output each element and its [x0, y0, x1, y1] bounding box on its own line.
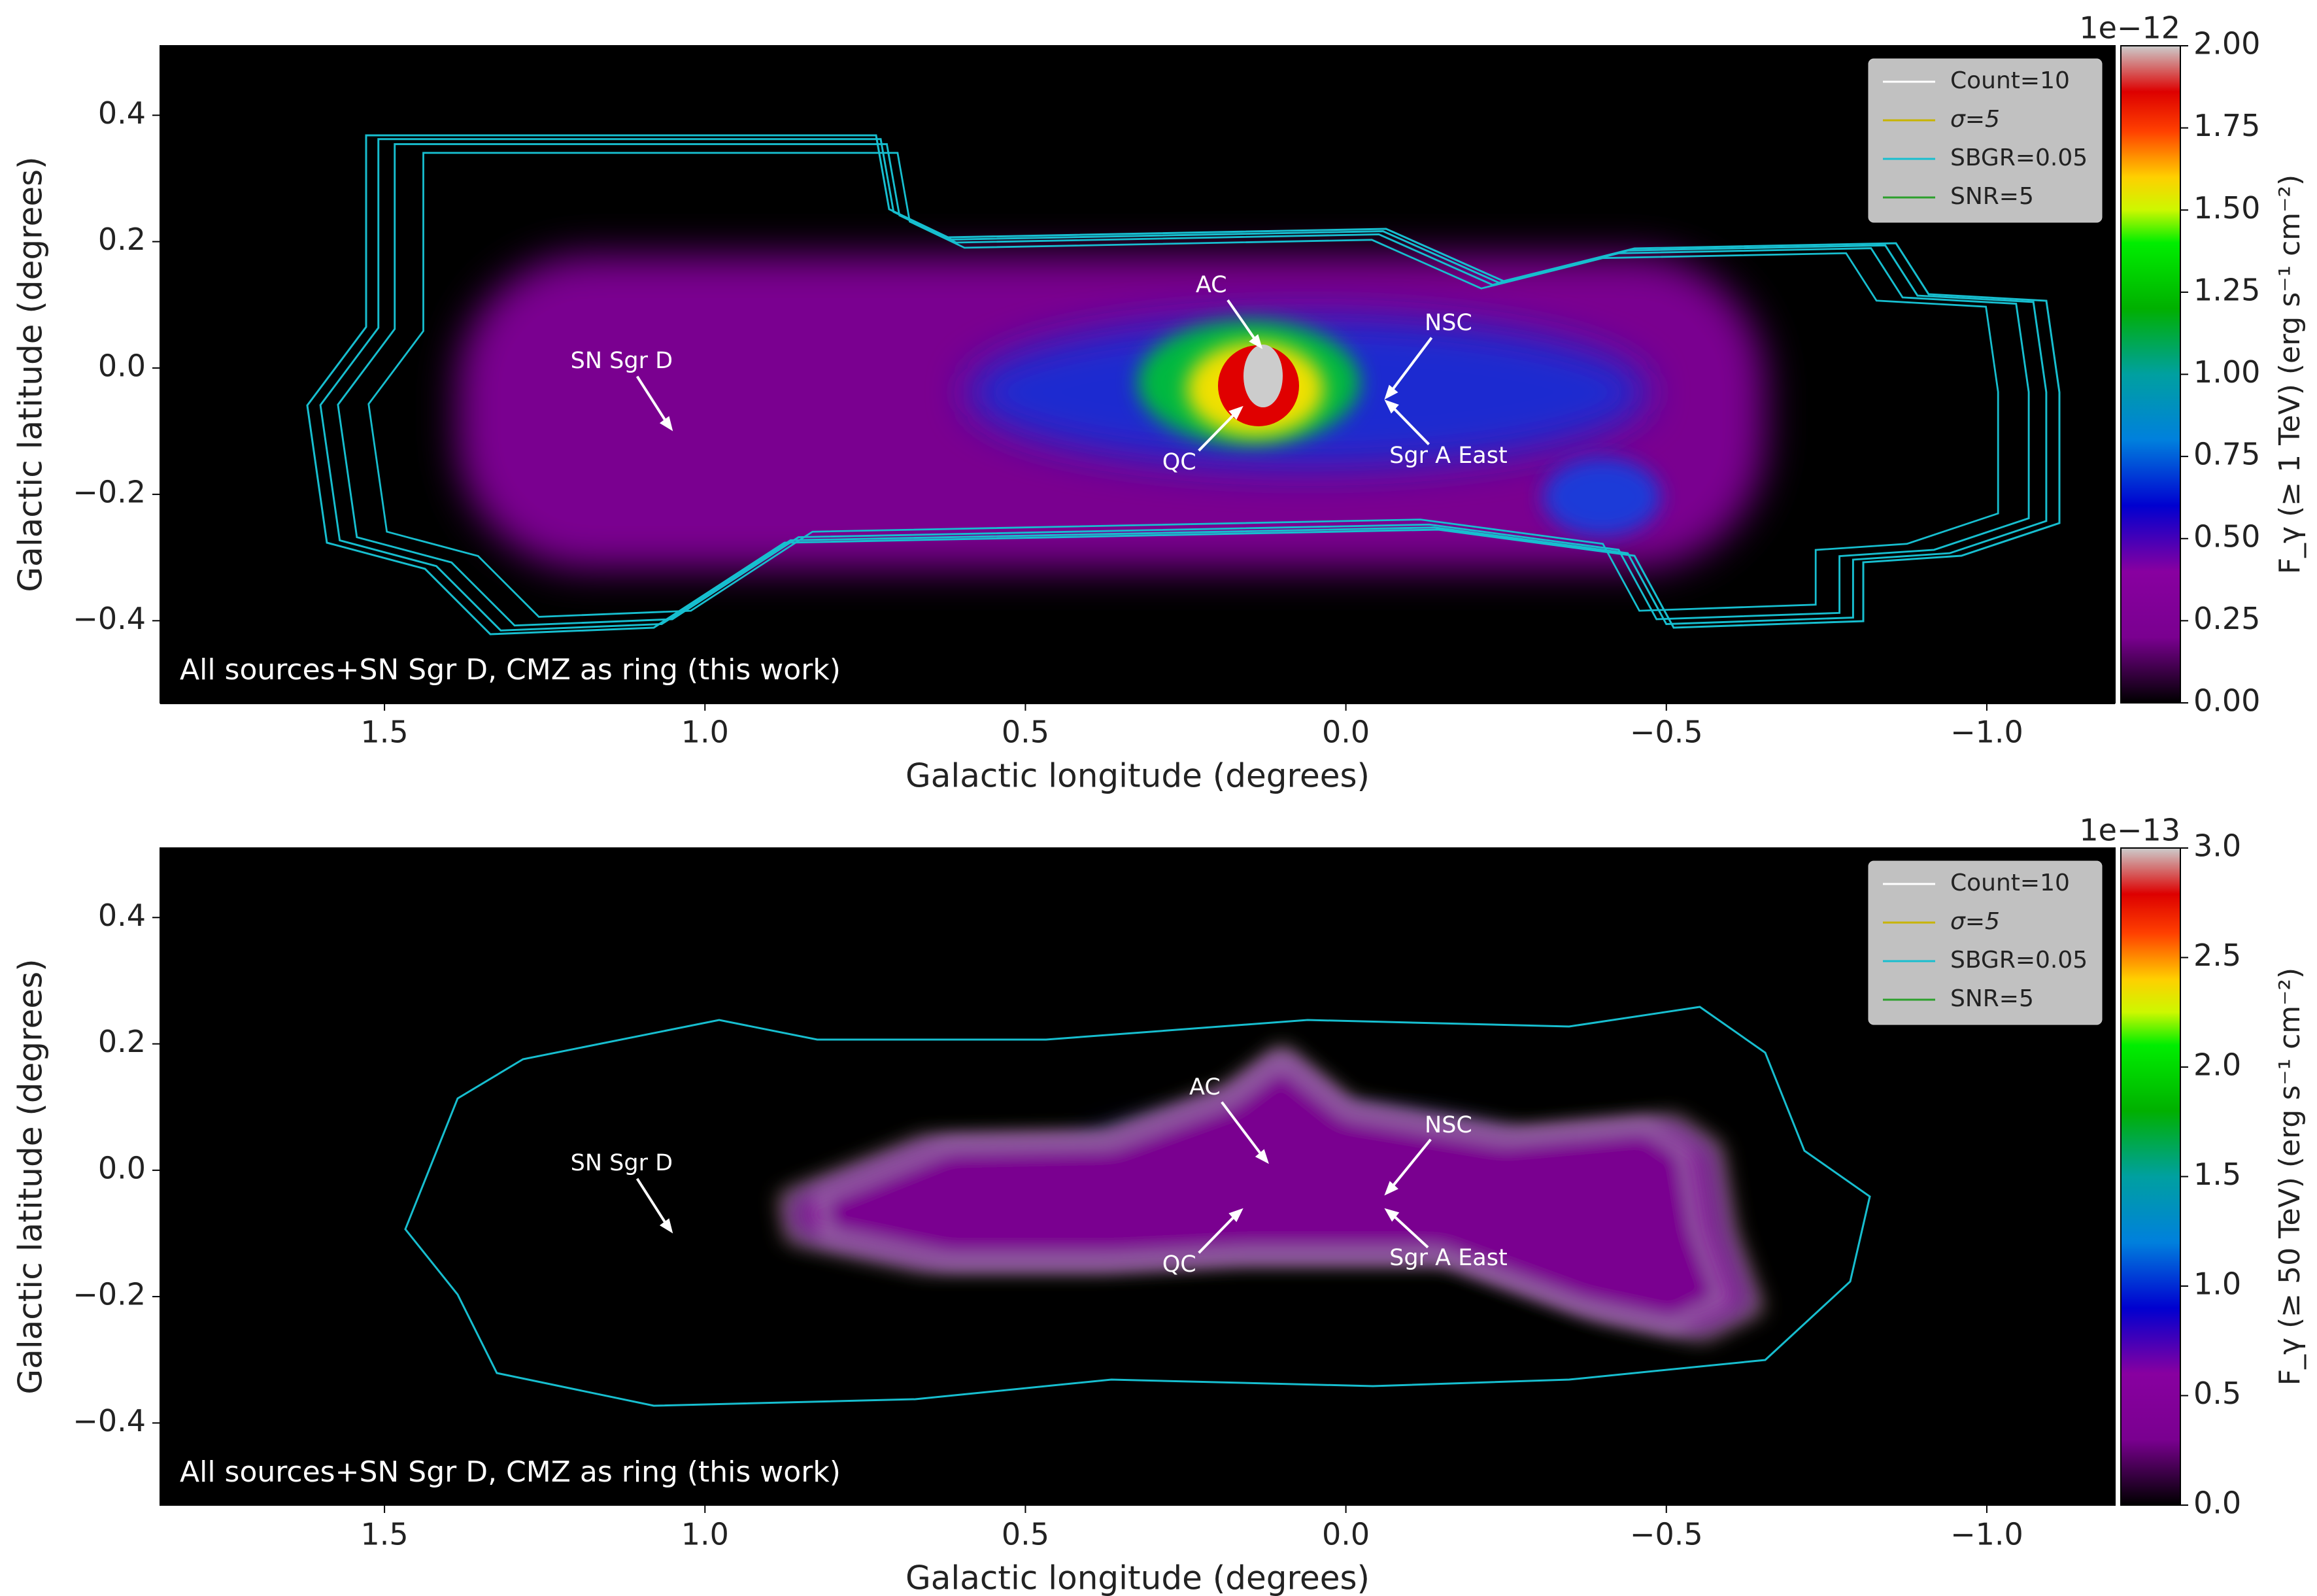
x-tick-label: 0.0: [1322, 715, 1370, 750]
colorbar-tick-label: 1.5: [2193, 1157, 2241, 1192]
arrow-head: [1384, 399, 1399, 414]
y-tick-label: −0.4: [73, 601, 146, 636]
x-tick-label: 0.5: [1002, 715, 1049, 750]
colorbar-tick-label: 1.0: [2193, 1266, 2241, 1302]
colorbar-tick-label: 1.50: [2193, 190, 2260, 226]
annotation-arrow: [1198, 411, 1238, 452]
axes-frame: [160, 847, 2116, 1506]
colorbar-tick-label: 1.25: [2193, 272, 2260, 307]
arrow-head: [1249, 334, 1263, 349]
colorbar-offset-label: 1e−13: [2079, 813, 2180, 848]
axes-frame: [160, 45, 2116, 704]
map-image: [160, 848, 2115, 1504]
colorbar-tick-label: 1.00: [2193, 354, 2260, 390]
map-image: [160, 46, 2115, 704]
x-tick-label: 0.5: [1002, 1517, 1049, 1552]
annotation-label: QC: [1162, 1251, 1196, 1278]
colorbar-tick-label: 3.0: [2193, 828, 2241, 864]
legend-label: SNR=5: [1950, 985, 2034, 1012]
legend-box: [1868, 860, 2103, 1025]
y-tick-label: −0.2: [73, 1277, 146, 1312]
arrow-head: [1228, 1208, 1243, 1223]
colorbar-label: F_γ (≥ 1 TeV) (erg s⁻¹ cm⁻²): [2273, 175, 2307, 574]
legend-label: SBGR=0.05: [1950, 947, 2088, 974]
colorbar: [2120, 847, 2181, 1506]
y-tick-label: 0.0: [98, 348, 146, 383]
annotation-arrow: [1391, 1213, 1429, 1249]
legend-label: SBGR=0.05: [1950, 144, 2088, 171]
colorbar-tick-label: 0.75: [2193, 437, 2260, 472]
annotation-label: SN Sgr D: [571, 1150, 673, 1176]
annotation-arrow: [1226, 299, 1258, 343]
x-tick-label: −0.5: [1630, 1517, 1703, 1552]
y-tick-label: 0.2: [98, 222, 146, 257]
y-tick-label: 0.0: [98, 1150, 146, 1185]
x-tick-label: 1.0: [681, 1517, 729, 1552]
annotation-arrow: [1389, 337, 1433, 394]
y-tick-label: 0.2: [98, 1024, 146, 1059]
colorbar-tick-label: 0.25: [2193, 601, 2260, 636]
arrow-head: [1228, 405, 1243, 420]
annotation-label: Sgr A East: [1389, 1245, 1508, 1271]
x-tick-label: 0.0: [1322, 1517, 1370, 1552]
panel-label: All sources+SN Sgr D, CMZ as ring (this …: [180, 1455, 841, 1489]
y-axis-label: Galactic latitude (degrees): [12, 156, 50, 592]
annotation-arrow: [1198, 1213, 1238, 1254]
annotation-arrow: [1389, 1138, 1432, 1190]
y-axis-label: Galactic latitude (degrees): [12, 959, 50, 1394]
arrow-head: [1384, 1181, 1398, 1196]
colorbar-tick-label: 1.75: [2193, 108, 2260, 143]
colorbar-tick-label: 2.0: [2193, 1047, 2241, 1083]
legend-label: SNR=5: [1950, 183, 2034, 210]
arrow-head: [1384, 384, 1398, 400]
y-tick-label: 0.4: [98, 898, 146, 933]
legend-label: σ=5: [1950, 908, 2000, 935]
x-tick-label: −1.0: [1950, 715, 2023, 750]
legend-label: σ=5: [1950, 106, 2000, 133]
x-axis-label: Galactic longitude (degrees): [905, 1559, 1370, 1596]
arrow-head: [659, 1218, 673, 1234]
colorbar-tick-label: 0.50: [2193, 518, 2260, 554]
x-tick-label: 1.0: [681, 715, 729, 750]
y-tick-label: 0.4: [98, 95, 146, 131]
annotation-arrow: [635, 375, 669, 425]
colorbar-tick-label: 0.00: [2193, 683, 2260, 719]
annotation-arrow: [1390, 405, 1430, 445]
legend-box: [1868, 58, 2103, 223]
y-tick-label: −0.2: [73, 475, 146, 510]
colorbar-tick-label: 0.5: [2193, 1376, 2241, 1411]
annotation-label: AC: [1189, 1074, 1221, 1100]
annotation-arrow: [1221, 1101, 1264, 1158]
legend-label: Count=10: [1950, 870, 2070, 896]
x-tick-label: −0.5: [1630, 715, 1703, 750]
x-tick-label: −1.0: [1950, 1517, 2023, 1552]
x-axis-label: Galactic longitude (degrees): [905, 757, 1370, 795]
panel-label: All sources+SN Sgr D, CMZ as ring (this …: [180, 653, 841, 687]
arrow-head: [659, 416, 673, 432]
x-tick-label: 1.5: [361, 715, 409, 750]
y-tick-label: −0.4: [73, 1403, 146, 1438]
arrow-head: [1384, 1208, 1400, 1222]
annotation-label: NSC: [1425, 310, 1472, 336]
colorbar-offset-label: 1e−12: [2079, 10, 2180, 46]
x-tick-label: 1.5: [361, 1517, 409, 1552]
colorbar: [2120, 45, 2181, 704]
colorbar-tick-label: 2.00: [2193, 26, 2260, 61]
legend-label: Count=10: [1950, 67, 2070, 94]
annotation-label: Sgr A East: [1389, 443, 1508, 469]
annotation-arrow: [635, 1178, 669, 1227]
colorbar-tick-label: 2.5: [2193, 938, 2241, 973]
annotation-label: QC: [1162, 449, 1196, 475]
annotation-label: AC: [1196, 272, 1227, 298]
colorbar-tick-label: 0.0: [2193, 1486, 2241, 1521]
annotation-label: NSC: [1425, 1112, 1472, 1138]
colorbar-label: F_γ (≥ 50 TeV) (erg s⁻¹ cm⁻²): [2273, 968, 2307, 1385]
arrow-head: [1255, 1149, 1269, 1164]
annotation-label: SN Sgr D: [571, 348, 673, 374]
